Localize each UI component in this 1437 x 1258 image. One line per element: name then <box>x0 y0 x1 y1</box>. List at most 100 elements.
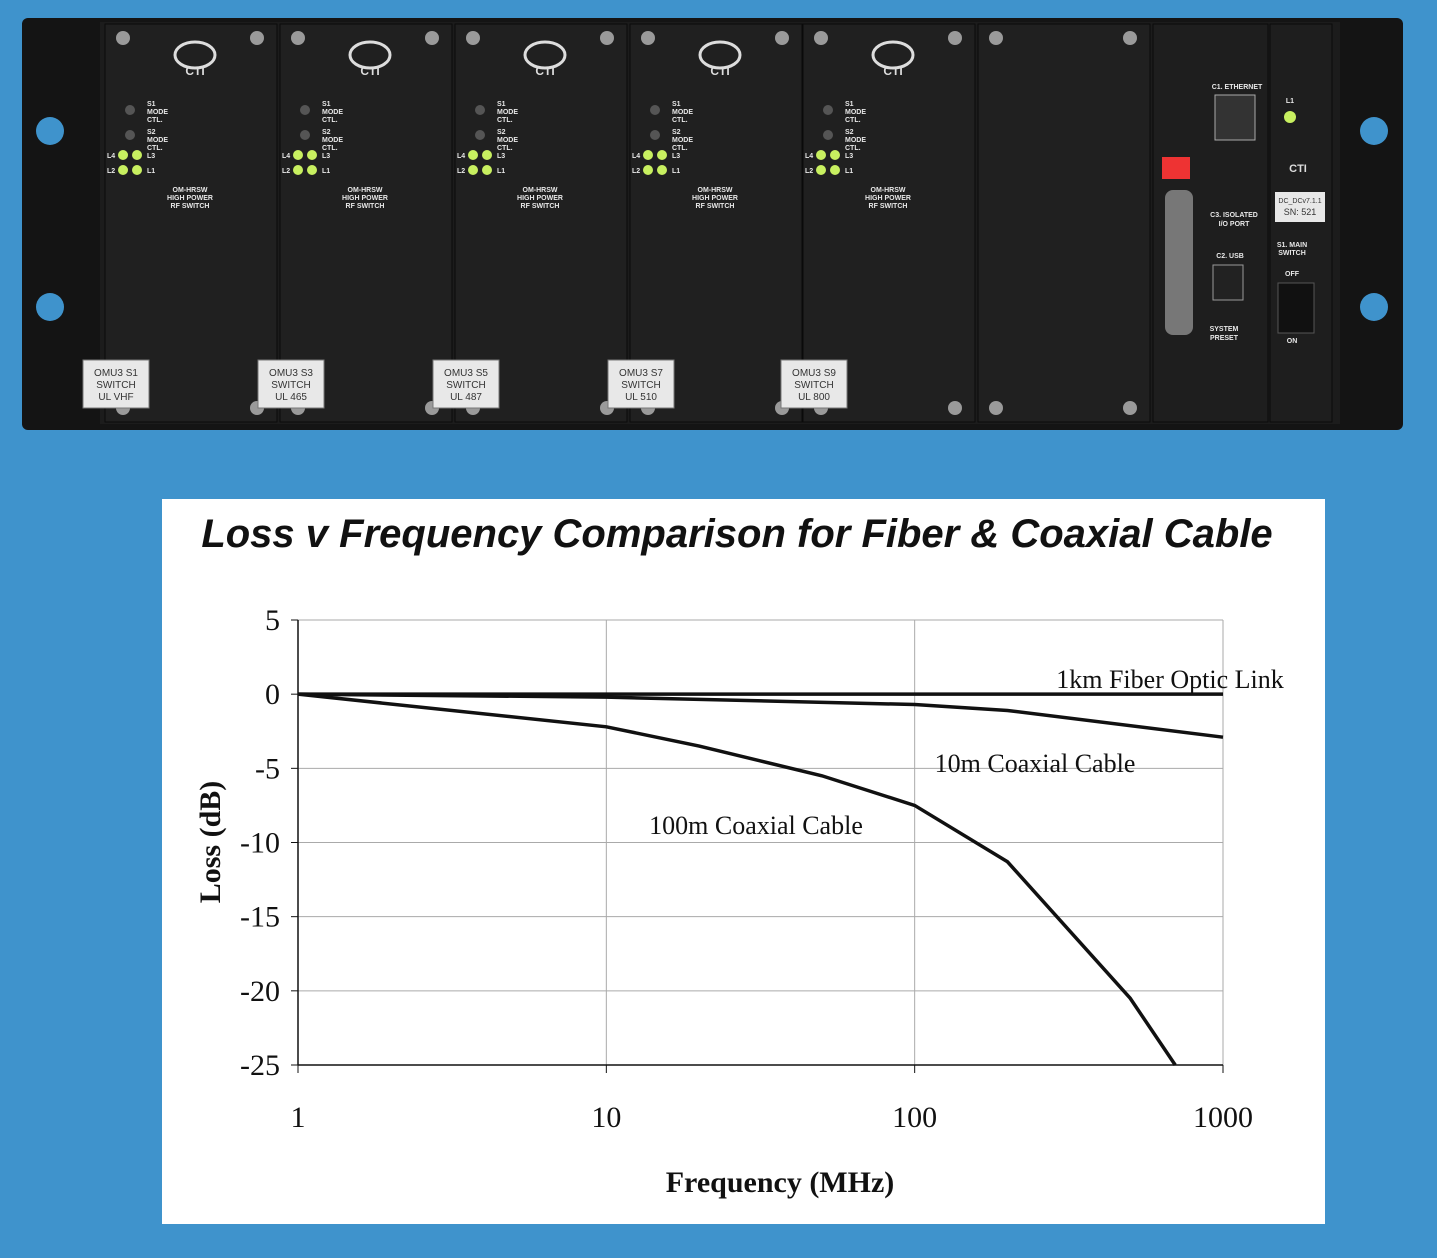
screw <box>466 31 480 45</box>
io-connector <box>1165 190 1193 335</box>
control-label: S1 <box>672 101 681 108</box>
control-label: CTL. <box>322 145 338 152</box>
module-name: OM-HRSW <box>173 187 208 194</box>
led-label: L1 <box>845 168 853 175</box>
module-name: OM-HRSW <box>698 187 733 194</box>
led <box>830 165 840 175</box>
toggle <box>125 105 135 115</box>
screw <box>989 31 1003 45</box>
led <box>468 165 478 175</box>
series-line <box>297 692 1224 739</box>
power-led <box>1284 111 1296 123</box>
control-label: S1 <box>147 101 156 108</box>
toggle <box>475 130 485 140</box>
toggle <box>823 130 833 140</box>
label-plate <box>82 359 150 409</box>
y-tick-label: 5 <box>265 604 280 637</box>
led <box>643 150 653 160</box>
screw <box>814 31 828 45</box>
screw <box>948 31 962 45</box>
led-label: L4 <box>805 153 813 160</box>
led-label: L3 <box>147 153 155 160</box>
version: DC_DCv7.1.1 <box>1278 198 1321 205</box>
control-label: MODE <box>147 109 168 116</box>
led-label: L2 <box>457 168 465 175</box>
label-plate <box>432 359 500 409</box>
led-label: L4 <box>282 153 290 160</box>
led-label: L1 <box>147 168 155 175</box>
status-leds <box>1162 157 1190 179</box>
module-name: RF SWITCH <box>869 203 908 210</box>
module-name: HIGH POWER <box>342 195 388 202</box>
module-name: OM-HRSW <box>871 187 906 194</box>
control-label: MODE <box>322 109 343 116</box>
switch-label: SWITCH <box>794 380 833 391</box>
switch-label: UL VHF <box>98 392 133 403</box>
led-label: L4 <box>632 153 640 160</box>
control-label: MODE <box>147 137 168 144</box>
control-label: CTL. <box>322 117 338 124</box>
module-name: HIGH POWER <box>865 195 911 202</box>
module-name: RF SWITCH <box>521 203 560 210</box>
control-label: S2 <box>322 129 331 136</box>
control-label: CTL. <box>845 145 861 152</box>
series-line <box>297 692 1177 1066</box>
y-tick-label: -10 <box>240 827 280 860</box>
switch-label: OMU3 S5 <box>444 368 488 379</box>
screw <box>425 31 439 45</box>
led <box>293 165 303 175</box>
led <box>816 165 826 175</box>
module-name: HIGH POWER <box>167 195 213 202</box>
logo-mark <box>173 40 217 70</box>
screw <box>775 31 789 45</box>
module-panel <box>629 23 803 423</box>
mount-hole <box>1360 117 1388 145</box>
logo: CTI <box>535 64 554 78</box>
chart-title: Loss v Frequency Comparison for Fiber & … <box>201 512 1272 556</box>
switch-label: UL 510 <box>625 392 657 403</box>
switch-label: SWITCH <box>96 380 135 391</box>
led-label: L1 <box>672 168 680 175</box>
led <box>657 150 667 160</box>
control-label: S1 <box>845 101 854 108</box>
y-tick-label: -15 <box>240 901 280 934</box>
logo: CTI <box>710 64 729 78</box>
y-tick-label: -20 <box>240 975 280 1008</box>
panel-label: C3. ISOLATED <box>1210 212 1258 219</box>
x-tick-label: 1 <box>291 1101 306 1134</box>
led <box>816 150 826 160</box>
led-label: L2 <box>632 168 640 175</box>
logo-mark <box>698 40 742 70</box>
chart: Loss v Frequency Comparison for Fiber & … <box>162 499 1325 1224</box>
switch-label: SWITCH <box>271 380 310 391</box>
module-name: RF SWITCH <box>346 203 385 210</box>
led <box>118 150 128 160</box>
led <box>132 165 142 175</box>
serial: SN: 521 <box>1284 207 1317 217</box>
module-name: RF SWITCH <box>696 203 735 210</box>
toggle <box>125 130 135 140</box>
led <box>118 165 128 175</box>
control-label: S2 <box>147 129 156 136</box>
x-axis-label: Frequency (MHz) <box>666 1166 895 1199</box>
power-panel <box>1269 23 1333 423</box>
label-plate <box>257 359 325 409</box>
logo: CTI <box>1289 163 1307 175</box>
led-label: L4 <box>457 153 465 160</box>
toggle <box>823 105 833 115</box>
toggle <box>300 105 310 115</box>
led-label: L1 <box>1286 98 1294 105</box>
y-tick-label: 0 <box>265 678 280 711</box>
control-label: S2 <box>672 129 681 136</box>
panel-label: PRESET <box>1210 335 1239 342</box>
module-name: RF SWITCH <box>171 203 210 210</box>
switch-label: UL 800 <box>798 392 830 403</box>
x-tick-label: 1000 <box>1193 1101 1253 1134</box>
toggle <box>475 105 485 115</box>
led <box>307 150 317 160</box>
led <box>132 150 142 160</box>
screw <box>1123 401 1137 415</box>
screw <box>641 31 655 45</box>
y-tick-label: -5 <box>255 752 280 785</box>
